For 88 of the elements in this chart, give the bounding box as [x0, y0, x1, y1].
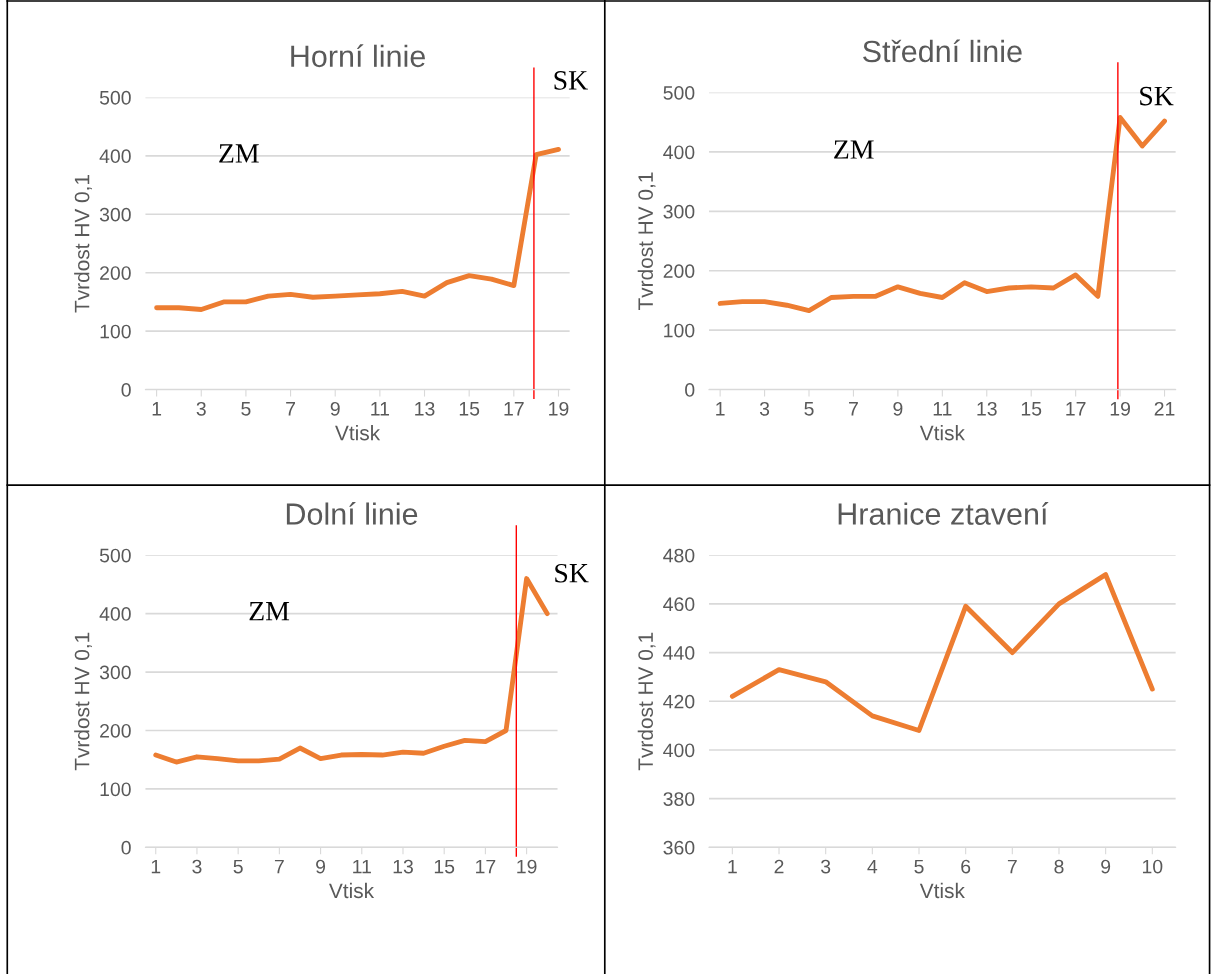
y-tick-label: 400 — [99, 149, 131, 164]
y-tick-label: 200 — [100, 266, 131, 280]
x-tick-label: 1 — [716, 402, 725, 416]
chart-title: Hranice ztavení — [838, 502, 1049, 525]
y-tick-label: 300 — [99, 665, 131, 680]
x-tick-label: 3 — [759, 401, 770, 416]
x-tick-label: 17 — [504, 402, 524, 416]
y-tick-label: 380 — [663, 792, 695, 806]
x-tick-label: 19 — [517, 859, 537, 874]
x-tick-label: 15 — [434, 859, 455, 874]
chart-title: Střední linie — [863, 39, 1022, 63]
x-tick-label: 15 — [459, 402, 480, 416]
x-axis-title: Vtisk — [919, 425, 965, 441]
x-tick-label: 6 — [961, 859, 971, 874]
annotation: SK — [1140, 86, 1174, 106]
y-tick-label: 500 — [663, 86, 695, 100]
y-axis-title: Tvrdost HV 0,1 — [637, 172, 656, 311]
y-tick-label: 200 — [100, 723, 131, 738]
y-tick-label: 400 — [663, 145, 695, 160]
x-tick-label: 11 — [933, 402, 952, 416]
y-tick-label: 300 — [99, 207, 131, 222]
x-tick-label: 5 — [241, 402, 251, 416]
line-series — [154, 146, 561, 312]
x-axis-title: Vtisk — [335, 425, 381, 441]
x-tick-label: 7 — [286, 402, 295, 416]
x-tick-label: 19 — [1110, 401, 1130, 416]
x-tick-label: 13 — [393, 859, 413, 874]
y-tick-label: 360 — [663, 840, 695, 855]
x-axis-title: Vtisk — [329, 882, 375, 899]
x-tick-label: 5 — [914, 859, 924, 874]
x-tick-label: 7 — [849, 402, 858, 416]
x-tick-label: 5 — [233, 859, 243, 874]
line-series — [717, 115, 1167, 314]
x-tick-label: 9 — [893, 401, 903, 416]
annotation: ZM — [249, 602, 290, 621]
x-tick-label: 4 — [867, 859, 878, 874]
x-tick-label: 2 — [774, 859, 784, 874]
annotation: ZM — [834, 140, 874, 159]
x-tick-label: 9 — [316, 859, 326, 874]
annotation: ZM — [219, 144, 259, 163]
x-tick-label: 7 — [274, 859, 284, 874]
y-tick-label: 200 — [663, 264, 695, 279]
y-tick-label: 400 — [99, 607, 131, 621]
x-tick-label: 1 — [152, 402, 162, 416]
y-tick-label: 100 — [100, 324, 131, 339]
y-tick-label: 0 — [121, 383, 131, 397]
x-tick-label: 13 — [977, 401, 997, 416]
x-tick-label: 3 — [192, 859, 202, 874]
x-tick-label: 9 — [330, 401, 340, 416]
y-tick-label: 500 — [99, 90, 131, 105]
x-tick-label: 11 — [353, 859, 371, 874]
x-tick-label: 19 — [549, 401, 569, 416]
y-axis-title: Tvrdost HV 0,1 — [74, 632, 92, 771]
y-tick-label: 100 — [100, 782, 131, 797]
x-tick-label: 17 — [1066, 402, 1086, 416]
x-axis-title: Vtisk — [919, 882, 965, 899]
chart-title: Dolní linie — [286, 502, 418, 525]
chart-title: Horní linie — [291, 44, 425, 68]
x-tick-label: 15 — [1021, 402, 1042, 416]
y-tick-label: 0 — [121, 840, 131, 855]
y-axis-title: Tvrdost HV 0,1 — [74, 175, 92, 313]
x-tick-label: 10 — [1142, 859, 1163, 874]
x-tick-label: 21 — [1154, 401, 1175, 416]
x-tick-label: 5 — [804, 402, 814, 416]
y-tick-label: 460 — [663, 597, 695, 612]
x-tick-label: 7 — [1007, 859, 1017, 874]
line-series — [153, 576, 550, 765]
y-tick-label: 400 — [663, 743, 695, 758]
x-tick-label: 17 — [476, 859, 496, 874]
y-tick-label: 100 — [664, 323, 695, 338]
y-tick-label: 500 — [99, 548, 131, 563]
x-tick-label: 3 — [196, 401, 206, 416]
x-tick-label: 1 — [151, 859, 161, 874]
line-series — [729, 572, 1155, 733]
annotation: SK — [555, 563, 589, 583]
y-tick-label: 0 — [685, 383, 695, 397]
text: SK — [554, 71, 588, 90]
x-tick-label: 3 — [821, 859, 831, 874]
x-tick-label: 1 — [728, 859, 737, 874]
x-tick-label: 13 — [415, 401, 435, 416]
y-tick-label: 300 — [663, 204, 695, 219]
y-tick-label: 420 — [663, 694, 695, 709]
y-axis-title: Tvrdost HV 0,1 — [637, 632, 656, 771]
y-tick-label: 480 — [663, 548, 695, 563]
x-tick-label: 11 — [371, 402, 390, 416]
y-tick-label: 440 — [663, 646, 695, 660]
x-tick-label: 8 — [1054, 859, 1064, 874]
x-tick-label: 9 — [1101, 859, 1111, 874]
